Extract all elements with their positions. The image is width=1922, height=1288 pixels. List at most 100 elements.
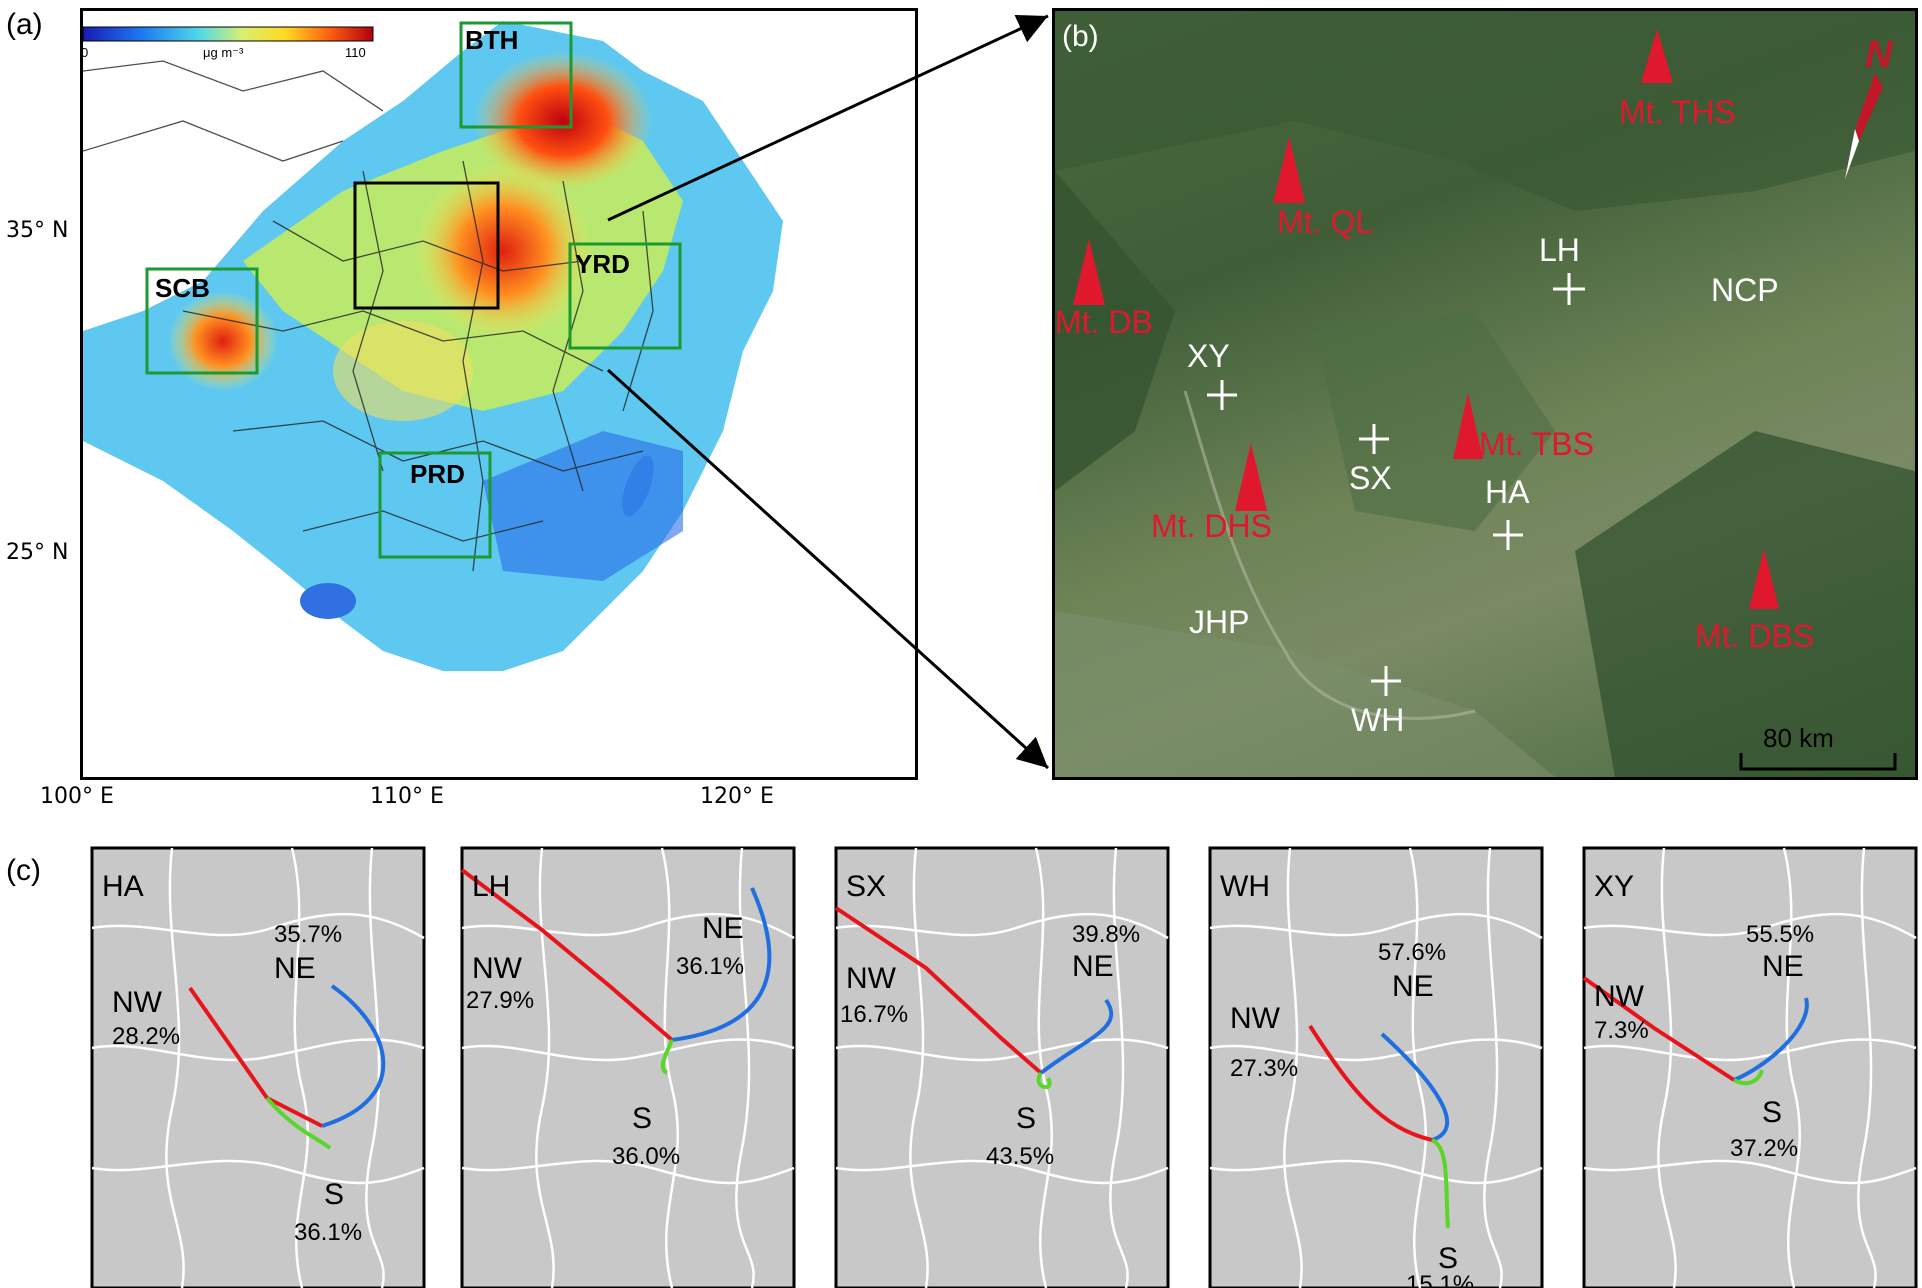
- ne-label: NE: [1072, 950, 1114, 983]
- lat-tick-35n: 35° N: [6, 218, 69, 243]
- boundary-lines: [1209, 847, 1543, 1288]
- site-label: WH: [1220, 870, 1270, 903]
- region-box-prd: [378, 451, 492, 559]
- colorbar-unit: μg m⁻³: [203, 45, 244, 60]
- mountain-label-dbs: Mt. DBS: [1695, 618, 1814, 654]
- mountain-label-dhs: Mt. DHS: [1151, 508, 1272, 544]
- scale-label: 80 km: [1763, 723, 1834, 753]
- s-label: S: [632, 1102, 652, 1135]
- region-box-yrd: [568, 242, 682, 350]
- s-percentage: 36.1%: [294, 1219, 362, 1246]
- panel-c-label: (c): [6, 854, 41, 887]
- terrain-map: Mt. THS Mt. QL Mt. DB Mt. TBS Mt. DHS Mt…: [1055, 11, 1915, 777]
- lat-tick-25n: 25° N: [6, 540, 69, 565]
- colorbar: [83, 26, 374, 42]
- s-label: S: [1762, 1096, 1782, 1129]
- nw-trajectory: [1582, 976, 1736, 1082]
- nw-label: NW: [1594, 980, 1645, 1013]
- s-percentage: 15.1%: [1406, 1271, 1474, 1288]
- site-label-wh: WH: [1351, 702, 1404, 738]
- s-trajectory: [1733, 1069, 1764, 1086]
- site-label: SX: [846, 870, 886, 903]
- site-label-ha: HA: [1485, 474, 1530, 510]
- ne-percentage: 39.8%: [1072, 921, 1140, 948]
- scale-bar: [1739, 753, 1897, 771]
- site-label: LH: [472, 870, 510, 903]
- ne-trajectory: [1733, 997, 1809, 1082]
- panel-frame: [460, 846, 796, 1288]
- boundary-lines: [461, 847, 795, 1288]
- boundary-lines: [1583, 847, 1917, 1288]
- north-label: N: [1865, 34, 1894, 76]
- nw-label: NW: [1230, 1002, 1281, 1035]
- study-area-box: [353, 181, 500, 310]
- nw-percentage: 27.9%: [466, 987, 534, 1014]
- trajectory-panel-ha: HA NW 28.2% NE 35.7% S 36.1%: [90, 846, 426, 1288]
- nw-percentage: 27.3%: [1230, 1055, 1298, 1082]
- area-label-ncp: NCP: [1711, 272, 1779, 308]
- mountain-label-db: Mt. DB: [1055, 304, 1153, 340]
- nw-percentage: 28.2%: [112, 1023, 180, 1050]
- nw-trajectory: [188, 986, 323, 1128]
- s-percentage: 43.5%: [986, 1143, 1054, 1170]
- panel-frame: [1582, 846, 1918, 1288]
- trajectory-panel-wh: WH NW 27.3% NE 57.6% S15.1%: [1208, 846, 1544, 1288]
- area-label-jhp: JHP: [1189, 604, 1249, 640]
- trajectory-panels: HA NW 28.2% NE 35.7% S 36.1% LH NW 27.9% NE 36.1% S 3…: [90, 846, 1918, 1288]
- nw-trajectory: [460, 868, 674, 1042]
- ne-trajectory: [671, 887, 772, 1042]
- ne-percentage: 55.5%: [1746, 921, 1814, 948]
- site-label-xy: XY: [1187, 338, 1230, 374]
- nw-label: NW: [112, 986, 163, 1019]
- s-percentage: 37.2%: [1730, 1135, 1798, 1162]
- boundary-lines: [91, 847, 425, 1288]
- mountain-label-ths: Mt. THS: [1619, 94, 1736, 130]
- s-trajectory: [1036, 1071, 1052, 1089]
- pm25-map: 0 μg m⁻³ 110 BTH YRD SCB PRD: [83, 21, 783, 671]
- panel-b-terrain: Mt. THS Mt. QL Mt. DB Mt. TBS Mt. DHS Mt…: [1052, 8, 1918, 780]
- site-label: XY: [1594, 870, 1634, 903]
- nw-trajectory: [834, 906, 1043, 1075]
- ne-label: NE: [702, 912, 744, 945]
- s-trajectory: [1430, 1138, 1450, 1229]
- mountain-label-ql: Mt. QL: [1277, 204, 1373, 240]
- site-label-sx: SX: [1349, 460, 1392, 496]
- region-label-scb: SCB: [155, 273, 210, 303]
- ne-label: NE: [1762, 950, 1804, 983]
- panel-b-label: (b): [1062, 20, 1099, 53]
- region-box-bth: [459, 21, 573, 129]
- s-percentage: 36.0%: [612, 1143, 680, 1170]
- lon-tick-120e: 120° E: [700, 784, 774, 809]
- lon-tick-100e: 100° E: [40, 784, 114, 809]
- nw-label: NW: [846, 962, 897, 995]
- ne-label: NE: [274, 952, 316, 985]
- s-trajectory: [265, 1096, 332, 1150]
- panel-a-map: 0 μg m⁻³ 110 BTH YRD SCB PRD: [80, 8, 918, 780]
- lon-tick-110e: 110° E: [370, 784, 444, 809]
- north-arrow-icon: [1845, 73, 1883, 179]
- ne-label: NE: [1392, 970, 1434, 1003]
- panel-frame: [1208, 846, 1544, 1288]
- colorbar-min: 0: [83, 45, 88, 60]
- panel-a-label: (a): [6, 8, 43, 41]
- s-label: S: [324, 1178, 344, 1211]
- region-label-yrd: YRD: [575, 249, 630, 279]
- s-label: S: [1016, 1102, 1036, 1135]
- region-label-prd: PRD: [410, 459, 465, 489]
- colorbar-max: 110: [345, 45, 366, 60]
- ne-percentage: 35.7%: [274, 921, 342, 948]
- mountain-label-tbs: Mt. TBS: [1479, 426, 1594, 462]
- region-box-scb: [145, 267, 259, 375]
- ne-trajectory: [1039, 998, 1114, 1075]
- panel-frame: [834, 846, 1170, 1288]
- panel-frame: [90, 846, 426, 1288]
- ne-percentage: 57.6%: [1378, 939, 1446, 966]
- region-label-bth: BTH: [465, 25, 518, 55]
- s-label: S: [1438, 1242, 1458, 1275]
- site-label: HA: [102, 870, 144, 903]
- ne-trajectory: [1380, 1032, 1449, 1142]
